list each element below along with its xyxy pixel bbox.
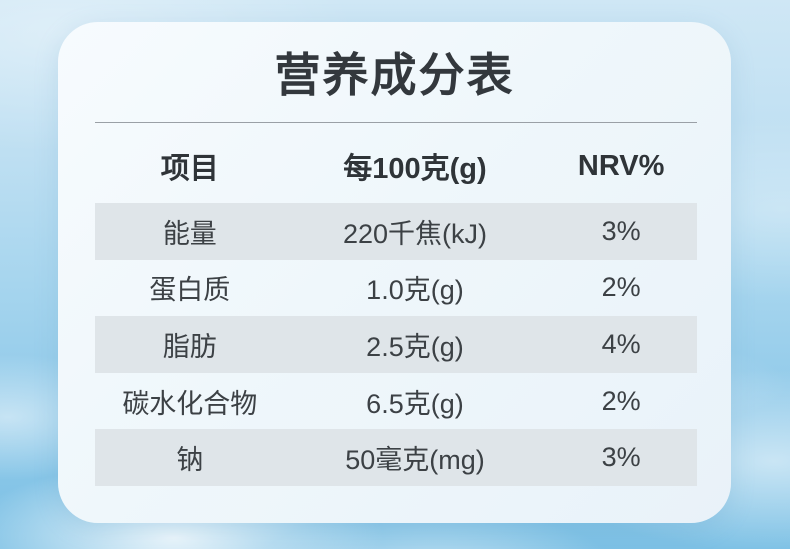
cell-nrv: 2%	[601, 272, 641, 303]
header-cell-per-100g: 每100克(g)	[343, 153, 487, 185]
cell-item: 碳水化合物	[122, 388, 258, 419]
cell-amount: 50毫克(mg)	[345, 445, 485, 476]
cell-item: 脂肪	[162, 331, 217, 362]
cell-amount: 1.0克(g)	[366, 275, 464, 306]
cell-item: 能量	[162, 218, 217, 249]
nutrition-card: 营养成分表 项目 每100克(g) NRV% 能量 220千焦(kJ) 3% 蛋…	[58, 22, 731, 523]
cell-item: 蛋白质	[149, 275, 231, 306]
table-header-row: 项目 每100克(g) NRV%	[95, 138, 697, 194]
table-row: 碳水化合物 6.5克(g) 2%	[95, 373, 697, 430]
nutrition-table: 能量 220千焦(kJ) 3% 蛋白质 1.0克(g) 2% 脂肪 2.5克(g…	[95, 203, 697, 486]
title-divider	[95, 122, 697, 123]
table-row: 脂肪 2.5克(g) 4%	[95, 316, 697, 373]
header-cell-nrv: NRV%	[577, 149, 665, 182]
cell-item: 钠	[176, 445, 204, 476]
table-row: 钠 50毫克(mg) 3%	[95, 429, 697, 486]
cell-amount: 6.5克(g)	[366, 388, 464, 419]
cell-amount: 2.5克(g)	[366, 331, 464, 362]
cell-nrv: 3%	[601, 442, 641, 473]
cell-nrv: 3%	[601, 215, 641, 246]
table-row: 蛋白质 1.0克(g) 2%	[95, 260, 697, 317]
table-row: 能量 220千焦(kJ) 3%	[95, 203, 697, 260]
page-title: 营养成分表	[274, 49, 515, 101]
cell-nrv: 4%	[601, 328, 641, 359]
cell-nrv: 2%	[601, 385, 641, 416]
header-cell-item: 项目	[160, 153, 219, 185]
cell-amount: 220千焦(kJ)	[342, 218, 487, 249]
